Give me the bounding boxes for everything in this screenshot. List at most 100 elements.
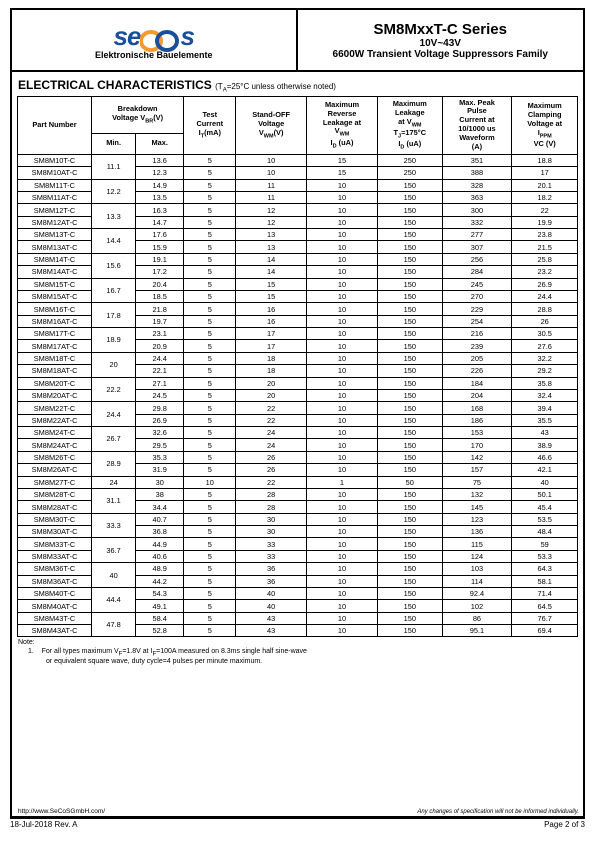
cell-mc: 27.6 [512,340,578,352]
cell-ti: 5 [184,538,236,550]
cell-max: 48.9 [136,563,184,575]
cell-pn: SM8M30T-C [18,513,92,525]
cell-max: 15.9 [136,241,184,253]
cell-mc: 53.3 [512,550,578,562]
cell-pp: 115 [442,538,512,550]
cell-ml: 150 [378,427,442,439]
col-peak-pulse: Max. PeakPulseCurrent at10/1000 usWavefo… [442,96,512,154]
cell-max: 24.5 [136,389,184,401]
cell-sov: 43 [236,625,306,637]
cell-ti: 5 [184,278,236,290]
cell-max: 44.9 [136,538,184,550]
cell-mc: 23.2 [512,266,578,278]
cell-mc: 17 [512,167,578,179]
cell-min: 26.7 [92,427,136,452]
cell-ml: 150 [378,290,442,302]
cell-ti: 5 [184,427,236,439]
cell-pn: SM8M13AT-C [18,241,92,253]
cell-pp: 132 [442,488,512,500]
table-row: SM8M24T-C26.732.65241015015343 [18,427,578,439]
cell-ml: 150 [378,600,442,612]
cell-max: 34.4 [136,501,184,513]
cell-pp: 226 [442,365,512,377]
cell-ti: 5 [184,414,236,426]
cell-ti: 5 [184,229,236,241]
table-row: SM8M15T-C16.720.45151015024526.9 [18,278,578,290]
cell-pp: 103 [442,563,512,575]
cell-ml: 150 [378,191,442,203]
cell-mc: 26 [512,315,578,327]
cell-pn: SM8M12T-C [18,204,92,216]
cell-max: 18.5 [136,290,184,302]
cell-min: 44.4 [92,587,136,612]
col-min: Min. [92,134,136,155]
cell-pn: SM8M18AT-C [18,365,92,377]
cell-ml: 150 [378,241,442,253]
cell-pn: SM8M43T-C [18,612,92,624]
cell-max: 32.6 [136,427,184,439]
note-line1: 1. For all types maximum VF=1.8V at IF=1… [18,648,577,659]
cell-sov: 12 [236,216,306,228]
cell-min: 13.3 [92,204,136,229]
cell-pn: SM8M10AT-C [18,167,92,179]
section-note: (TA=25°C unless otherwise noted) [215,82,336,91]
cell-pn: SM8M17T-C [18,328,92,340]
col-max: Max. [136,134,184,155]
cell-min: 17.8 [92,303,136,328]
note-block: Note: 1. For all types maximum VF=1.8V a… [12,637,583,668]
url: http://www.SeCoSGmbH.com/ [18,808,105,815]
cell-max: 20.9 [136,340,184,352]
cell-pn: SM8M16T-C [18,303,92,315]
cell-sov: 17 [236,340,306,352]
cell-pp: 351 [442,154,512,166]
cell-pp: 256 [442,253,512,265]
cell-mc: 18.2 [512,191,578,203]
cell-pn: SM8M24T-C [18,427,92,439]
cell-pn: SM8M22AT-C [18,414,92,426]
cell-mrl: 10 [306,612,377,624]
footer-page: Page 2 of 3 [544,820,585,829]
cell-min: 22.2 [92,377,136,402]
cell-ml: 150 [378,204,442,216]
cell-pn: SM8M26AT-C [18,464,92,476]
cell-pp: 239 [442,340,512,352]
cell-mc: 43 [512,427,578,439]
cell-max: 52.8 [136,625,184,637]
cell-sov: 11 [236,191,306,203]
cell-pn: SM8M26T-C [18,451,92,463]
table-row: SM8M36T-C4048.95361015010364.3 [18,563,578,575]
cell-mrl: 10 [306,377,377,389]
cell-ti: 5 [184,253,236,265]
cell-pn: SM8M11AT-C [18,191,92,203]
cell-pp: 170 [442,439,512,451]
cell-ti: 5 [184,563,236,575]
col-max-leakage: MaximumLeakageat VWMTJ=175°CID (uA) [378,96,442,154]
cell-ml: 150 [378,278,442,290]
table-head: Part Number BreakdownVoltage VBR(V) Test… [18,96,578,154]
logo-text-s: s [180,21,193,52]
cell-ti: 5 [184,464,236,476]
disclaimer: Any changes of specification will not be… [417,809,579,815]
cell-pn: SM8M22T-C [18,402,92,414]
table-row: SM8M43T-C47.858.4543101508676.7 [18,612,578,624]
cell-max: 54.3 [136,587,184,599]
cell-ti: 5 [184,550,236,562]
cell-mrl: 10 [306,191,377,203]
cell-mc: 22 [512,204,578,216]
cell-pp: 136 [442,526,512,538]
table-row: SM8M27T-C243010221507540 [18,476,578,488]
cell-pp: 168 [442,402,512,414]
cell-mc: 45.4 [512,501,578,513]
cell-sov: 22 [236,414,306,426]
cell-mrl: 10 [306,315,377,327]
cell-ml: 150 [378,377,442,389]
cell-sov: 24 [236,427,306,439]
cell-pn: SM8M30AT-C [18,526,92,538]
cell-ml: 250 [378,154,442,166]
cell-mc: 48.4 [512,526,578,538]
cell-sov: 13 [236,241,306,253]
table-row: SM8M26T-C28.935.35261015014246.6 [18,451,578,463]
cell-mc: 35.5 [512,414,578,426]
cell-mrl: 10 [306,439,377,451]
footer-date: 18-Jul-2018 Rev. A [10,820,77,829]
